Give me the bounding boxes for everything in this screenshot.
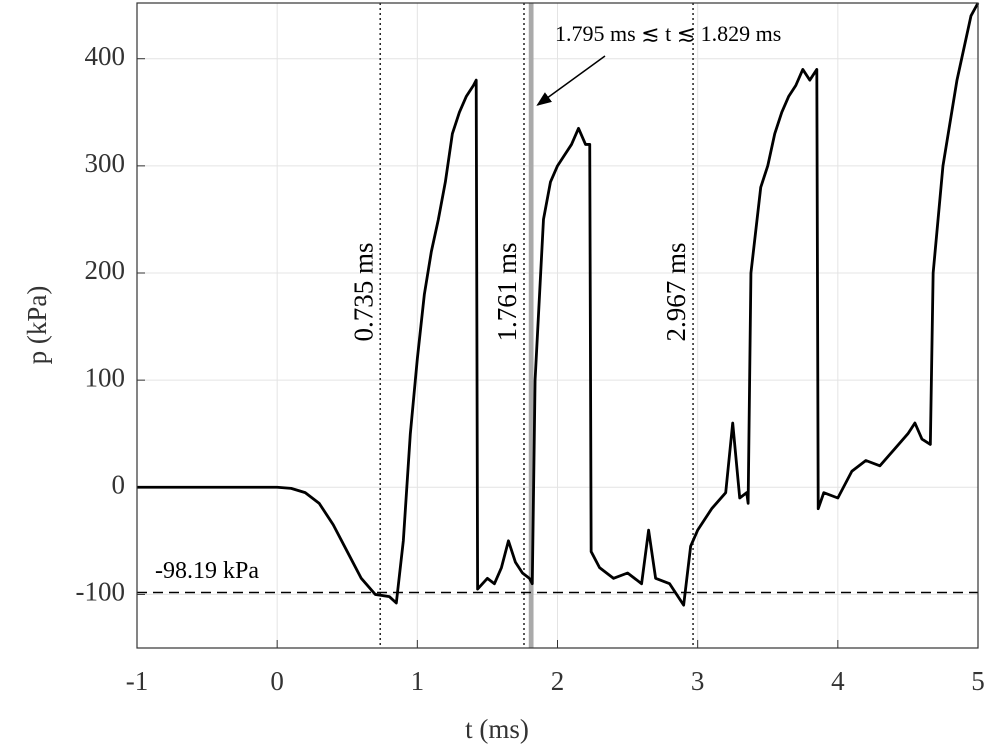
data-line bbox=[137, 2, 980, 607]
time-band bbox=[528, 3, 534, 648]
y-tick-label: 300 bbox=[85, 148, 126, 178]
y-tick-label: 0 bbox=[112, 469, 126, 499]
y-tick-label: -100 bbox=[76, 577, 126, 607]
y-tick-label: 100 bbox=[85, 362, 126, 392]
y-axis-label: p (kPa) bbox=[22, 286, 52, 365]
arrow bbox=[536, 55, 606, 106]
reference-label: 2.967 ms bbox=[661, 242, 691, 341]
y-tick-label: 200 bbox=[85, 255, 126, 285]
x-tick-label: 4 bbox=[831, 666, 845, 696]
reference-label: 0.735 ms bbox=[348, 242, 378, 341]
x-tick-label: -1 bbox=[126, 666, 149, 696]
plot-frame bbox=[136, 2, 979, 649]
reference-label: 1.761 ms bbox=[492, 242, 522, 341]
x-tick-label: 2 bbox=[551, 666, 565, 696]
band-label: 1.795 ms ≲ t ≲ 1.829 ms bbox=[555, 21, 781, 46]
x-tick-label: 0 bbox=[270, 666, 284, 696]
x-tick-label: 3 bbox=[691, 666, 705, 696]
x-tick-label: 5 bbox=[971, 666, 985, 696]
x-axis-label: t (ms) bbox=[465, 714, 529, 744]
x-tick-label: 1 bbox=[411, 666, 425, 696]
y-tick-label: 400 bbox=[85, 41, 126, 71]
reference-label: -98.19 kPa bbox=[155, 558, 259, 584]
